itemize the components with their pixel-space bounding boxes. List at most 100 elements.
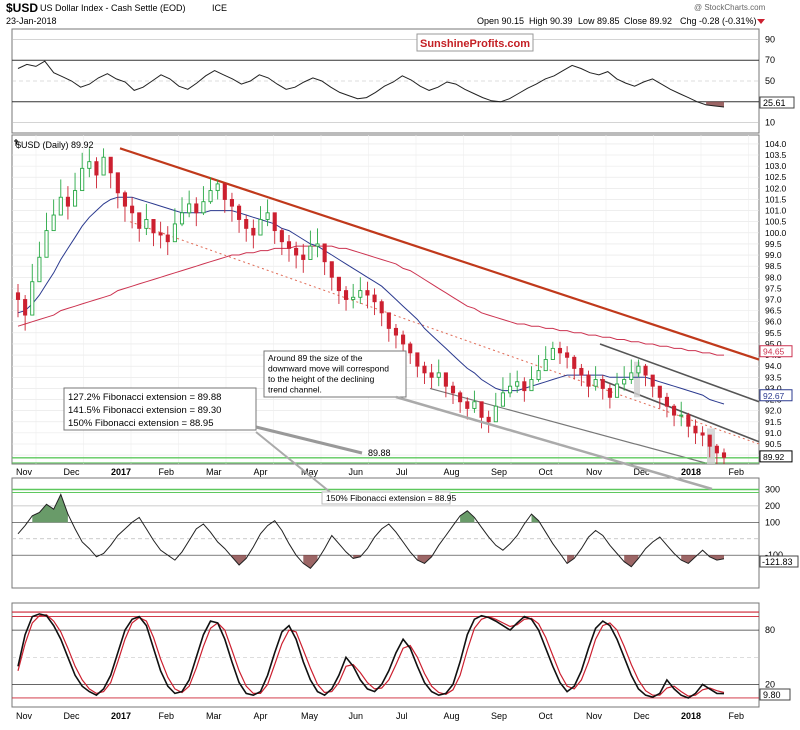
candle-body [707,434,712,447]
candle-body [622,379,627,385]
candle-body [443,372,448,387]
cci-fill-negative [709,555,724,561]
candle-body [130,205,135,214]
candle-body [201,201,206,214]
cci-axis: 300 200 100 -100 [765,484,783,560]
rsi-last-label: 25.61 [763,98,786,108]
candle-body [44,230,49,258]
x-tick-2018: 2018 [681,711,701,721]
candle-body [515,381,520,387]
rsi-panel: 9070503010 SunshineProfits.com 25.61 [11,28,795,134]
price-tick: 101.5 [765,194,787,204]
candle-body [664,396,669,407]
stochastic-last-label: 9.80 [763,690,781,700]
x-tick-nov: Nov [16,711,33,721]
price-tick: 96.0 [765,317,782,327]
x-tick-oct: Oct [539,711,554,721]
channel-note-line: downward move will correspond [268,364,389,374]
cci-fill-positive [32,494,68,523]
cci-fill-negative [567,555,575,564]
x-tick-feb: Feb [729,467,745,477]
price-tick: 90.5 [765,439,782,449]
price-tick: 92.0 [765,406,782,416]
candle-body [721,452,727,458]
x-tick-nov: Nov [586,467,603,477]
highlight-bar-dec [634,361,640,398]
candle-body [429,372,434,378]
annotations: 127.2% Fibonacci extension = 89.88 141.5… [63,350,713,505]
x-tick-jul: Jul [396,711,408,721]
candle-body [80,167,85,192]
copyright: @ StockCharts.com [694,3,766,12]
candle-body [172,223,177,243]
x-tick-nov: Nov [586,711,603,721]
rsi-grid [12,39,759,123]
candle-body [700,432,705,436]
candle-body [15,292,21,300]
candle-body [472,401,477,409]
watermark: SunshineProfits.com [420,38,530,50]
header: $USD US Dollar Index - Cash Settle (EOD)… [6,1,766,26]
price-tick: 100.0 [765,228,787,238]
candle-body [557,347,563,354]
cci-tick-100: 100 [765,517,780,527]
candle-body [251,227,256,236]
candle-body [194,203,199,214]
candle-body [351,296,356,300]
price-tick: 95.0 [765,339,782,349]
price-value-box [759,450,793,463]
cci-fill-negative [231,555,247,565]
candle-body [215,183,220,192]
x-tick-feb: Feb [159,711,175,721]
candle-body [294,247,299,256]
x-tick-2018: 2018 [681,467,701,477]
candle-body [265,212,270,220]
rsi-tick-50: 50 [765,76,775,86]
channel-note-box [263,350,407,398]
x-tick-aug: Aug [444,467,460,477]
candle-body [301,254,306,260]
candle-body [436,372,441,378]
candle-body [458,392,463,403]
quote-change: Chg -0.28 (-0.31%) [680,16,757,26]
x-tick-jun: Jun [349,711,364,721]
candle-body [343,290,349,300]
candle-body [137,212,142,229]
candle-body [329,261,334,278]
instrument-name: US Dollar Index - Cash Settle (EOD) [40,3,186,13]
rsi-fills [706,101,724,107]
candle-body [115,172,120,194]
candle-body [522,381,527,392]
candle-body [272,212,277,232]
candle-body [258,219,263,236]
candle-body [122,192,128,207]
x-tick-may: May [301,467,319,477]
candle-body [422,365,427,374]
channel-wide-line [429,387,706,464]
ma200-line [17,245,724,356]
price-tick: 104.0 [765,139,787,149]
fib-line-127: 127.2% Fibonacci extension = 89.88 [68,392,221,403]
candle-body [600,379,605,389]
cci-fill-negative [303,555,318,569]
price-value-box [759,389,793,402]
cci-line [17,493,725,569]
level-label-8988: 89.88 [368,448,391,458]
rsi-tick-10: 10 [765,118,775,128]
x-tick-dec: Dec [64,711,81,721]
candle-body [393,327,399,336]
channel-upper-line [599,343,760,403]
x-tick-2017: 2017 [111,711,131,721]
price-tick: 91.0 [765,428,782,438]
x-tick-mar: Mar [206,711,222,721]
candle-body [87,161,92,169]
price-tick: 95.5 [765,328,782,338]
candle-body [37,256,42,283]
stochastic-k-line [17,613,725,699]
x-tick-feb: Feb [729,711,745,721]
cci-tick--100: -100 [765,550,783,560]
rsi-line [17,60,725,108]
candle-body [572,356,577,369]
stochastic-axis: 80 20 [765,625,775,689]
